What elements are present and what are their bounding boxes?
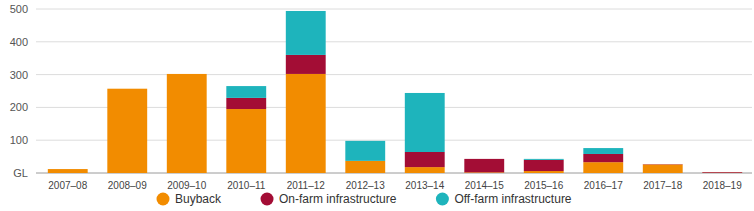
x-tick-label: 2007–08 [48, 180, 87, 191]
bar-segment [405, 152, 445, 167]
y-tick-label: 400 [10, 36, 28, 48]
x-tick-label: 2008–09 [108, 180, 147, 191]
bar-segment [405, 93, 445, 152]
x-tick-label: 2011–12 [287, 180, 326, 191]
bar-segment [643, 164, 683, 173]
bar-segment [345, 141, 385, 161]
x-tick-label: 2013–14 [405, 180, 444, 191]
bar-segment [286, 55, 326, 74]
grid-line [36, 41, 752, 42]
bars [48, 11, 742, 173]
legend-label: Off-farm infrastructure [454, 192, 571, 206]
bar-segment [226, 109, 266, 173]
bar-segment [286, 74, 326, 173]
bar-segment [643, 164, 683, 165]
bar-segment [583, 162, 623, 173]
bar-segment [48, 169, 88, 170]
bar-segment [226, 98, 266, 109]
x-tick-label: 2017–18 [643, 180, 682, 191]
bar-segment [405, 167, 445, 173]
bar-segment [702, 172, 742, 173]
y-tick-label: GL [13, 167, 28, 179]
y-tick-label: 300 [10, 69, 28, 81]
x-tick-label: 2018–19 [703, 180, 742, 191]
legend-swatch [157, 193, 170, 206]
bar-segment [48, 169, 88, 173]
grid-line [36, 74, 752, 75]
bar-segment [524, 171, 564, 173]
legend-label: Buyback [175, 192, 222, 206]
x-tick-label: 2009–10 [167, 180, 206, 191]
bar-segment [643, 164, 683, 165]
bar-segment [167, 73, 207, 74]
legend-swatch [261, 193, 274, 206]
bar-segment [464, 158, 504, 159]
bar-segment [702, 172, 742, 173]
x-tick-label: 2015–16 [524, 180, 563, 191]
x-tick-label: 2016–17 [584, 180, 623, 191]
bar-segment [167, 74, 207, 173]
bar-segment [226, 86, 266, 98]
chart: GL 100 200 300 400 500 2007–08 2008–09 2009–10 20… [0, 0, 754, 211]
bar-segment [286, 11, 326, 55]
bar-segment [167, 73, 207, 74]
bar-segment [464, 159, 504, 172]
y-tick-label: 500 [10, 3, 28, 15]
legend-swatch [436, 193, 449, 206]
x-tick-label: 2012–13 [346, 180, 385, 191]
x-tick-label: 2014–15 [465, 180, 504, 191]
bar-segment [702, 172, 742, 173]
x-tick-label: 2010–11 [227, 180, 266, 191]
bar-segment [107, 88, 147, 89]
bar-segment [107, 89, 147, 173]
legend-label: On-farm infrastructure [279, 192, 397, 206]
bar-segment [48, 169, 88, 170]
bar-segment [583, 148, 623, 154]
bar-segment [345, 161, 385, 173]
y-tick-label: 200 [10, 101, 28, 113]
bar-segment [524, 160, 564, 171]
grid-line [36, 9, 752, 10]
y-tick-label: 100 [10, 134, 28, 146]
bar-segment [583, 154, 623, 162]
legend: Buyback On-farm infrastructure Off-farm in… [157, 192, 572, 206]
bar-segment [107, 88, 147, 89]
bar-segment [524, 158, 564, 160]
